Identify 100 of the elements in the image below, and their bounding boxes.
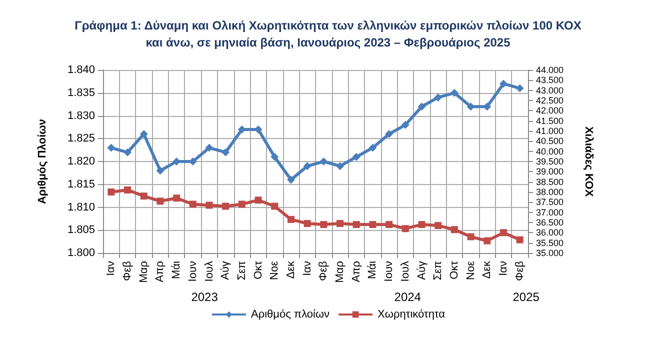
y2-tick-label: 35.000 <box>536 248 564 258</box>
text: 2023 <box>191 290 218 304</box>
point <box>271 202 278 210</box>
y-tick-label: 1.820 <box>67 156 95 168</box>
x-tick-label: Ιουν <box>383 260 396 282</box>
point <box>385 130 394 138</box>
point <box>222 148 230 156</box>
x-tick-label: Φεβ <box>514 261 526 282</box>
point <box>418 221 426 228</box>
y2-axis-title: Χιλιάδες ΚΟΧ <box>582 126 594 198</box>
x-tick-label: Ιουλ <box>203 260 216 282</box>
point <box>434 222 442 230</box>
x-tick-label: Μάι <box>170 260 183 279</box>
y2-tick-label: 36.000 <box>536 228 564 238</box>
y2-tick-label: 39.000 <box>536 166 564 177</box>
x-tick-label: Μαρ <box>138 261 150 283</box>
point <box>222 202 230 210</box>
point <box>124 148 132 156</box>
point <box>386 221 393 228</box>
point <box>140 192 148 200</box>
point <box>401 120 410 129</box>
y-tick-label: 1.840 <box>67 64 95 76</box>
point <box>434 93 442 102</box>
x-tick-label: Ιαν <box>301 260 314 276</box>
point <box>484 237 491 244</box>
point <box>124 186 132 194</box>
point <box>206 202 213 209</box>
point <box>402 225 409 232</box>
y2-tick-label: 37.500 <box>536 197 564 208</box>
point <box>369 221 376 228</box>
point <box>320 221 328 228</box>
y2-tick-label: 35.500 <box>536 238 564 248</box>
legend-label: Χωρητικότητα <box>378 308 446 320</box>
text: 2024 <box>394 290 422 304</box>
point <box>205 144 214 152</box>
point <box>140 130 148 138</box>
legend-label: Αριθμός πλοίων <box>251 308 330 320</box>
point <box>516 84 524 92</box>
y2-tick-label: 41.000 <box>536 126 564 136</box>
x-tick-label: Σεπ <box>236 260 248 280</box>
point <box>287 216 294 223</box>
x-tick-label: Σεπ <box>432 260 444 280</box>
y2-tick-label: 40.000 <box>536 146 564 156</box>
point <box>108 188 115 196</box>
x-tick-label: Φεβ <box>122 261 134 282</box>
y2-tick-label: 36.500 <box>536 218 564 228</box>
point <box>418 102 426 111</box>
point <box>254 196 262 204</box>
point <box>173 194 180 202</box>
y2-tick-label: 38.000 <box>536 187 564 197</box>
point <box>270 152 279 161</box>
y2-tick-label: 41.500 <box>536 116 564 126</box>
y-tick-label: 1.800 <box>67 247 95 259</box>
point <box>500 229 507 236</box>
point <box>499 80 508 88</box>
point <box>156 166 164 175</box>
point <box>352 152 360 161</box>
y-axis-title: Αριθμός Πλοίων <box>36 118 48 204</box>
y2-tick-label: 42.500 <box>536 96 564 106</box>
y2-tick-label: 42.000 <box>536 106 564 116</box>
y2-tick-label: 38.500 <box>536 176 564 187</box>
x-tick-label: Νοε <box>268 260 281 280</box>
y2-tick-label: 43.500 <box>536 75 564 86</box>
y2-tick-label: 40.500 <box>536 136 564 146</box>
x-tick-label: Ιαν <box>105 260 118 276</box>
y2-tick-label: 44.000 <box>536 65 564 75</box>
x-tick-label: Οκτ <box>252 260 264 280</box>
x-tick-label: Οκτ <box>448 260 460 280</box>
chart-title: Γράφημα 1: Δύναμη και Ολική Χωρητικότητα των ελληνικών εμπορικών πλοίων 100 ΚΟΧ και άνω, σε μηνιαία βάση, Ιανουάριος 2023 – Φεβρουάριος 2025 <box>74 18 582 50</box>
x-tick-label: Απρ <box>350 261 362 282</box>
point <box>450 88 458 97</box>
y2-tick-label: 37.000 <box>536 207 564 218</box>
x-tick-label: Απρ <box>154 261 166 282</box>
point <box>352 221 360 228</box>
point <box>303 162 312 170</box>
y2-tick-label: 43.000 <box>536 85 564 96</box>
x-tick-label: Δεκ <box>481 260 494 279</box>
y-tick-label: 1.825 <box>67 132 95 145</box>
x-tick-label: Αύγ <box>416 260 428 280</box>
point <box>483 102 492 111</box>
x-tick-label: Ιουν <box>186 260 199 282</box>
x-tick-label: Ιουλ <box>399 260 412 282</box>
point <box>336 220 344 228</box>
point <box>107 144 116 152</box>
point <box>516 236 524 244</box>
y-tick-label: 1.810 <box>67 201 95 214</box>
x-tick-label: Αύγ <box>220 260 232 280</box>
point <box>156 198 164 205</box>
y2-tick-label: 39.500 <box>536 156 564 166</box>
x-tick-label: Δεκ <box>284 260 297 279</box>
point <box>304 220 311 228</box>
y-tick-label: 1.830 <box>67 110 95 122</box>
x-tick-label: Ιαν <box>497 260 510 276</box>
x-tick-label: Μάι <box>366 260 379 279</box>
x-tick-label: Νοε <box>464 260 477 280</box>
point <box>286 176 295 184</box>
y-tick-label: 1.835 <box>67 86 95 99</box>
point <box>189 200 196 208</box>
y-tick-label: 1.805 <box>67 224 95 236</box>
point <box>336 162 344 170</box>
